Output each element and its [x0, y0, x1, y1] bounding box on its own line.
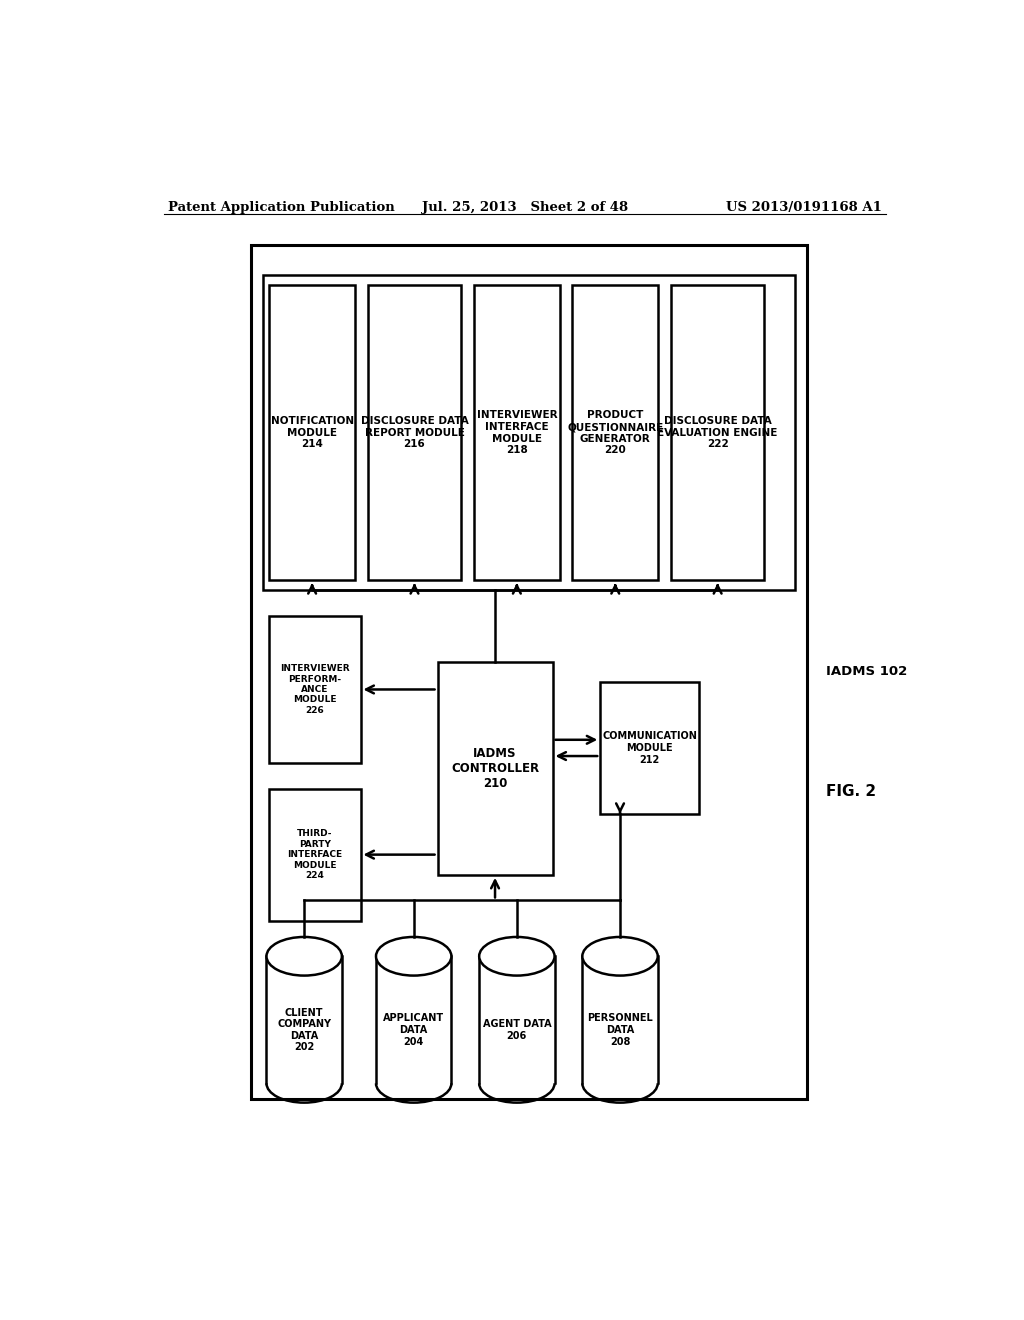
- Text: AGENT DATA
206: AGENT DATA 206: [482, 1019, 551, 1040]
- Text: INTERVIEWER
INTERFACE
MODULE
218: INTERVIEWER INTERFACE MODULE 218: [476, 411, 557, 455]
- Bar: [600, 682, 699, 814]
- Bar: [368, 285, 461, 581]
- Text: PERSONNEL
DATA
208: PERSONNEL DATA 208: [587, 1014, 653, 1047]
- Text: NOTIFICATION
MODULE
214: NOTIFICATION MODULE 214: [270, 416, 353, 449]
- Text: THIRD-
PARTY
INTERFACE
MODULE
224: THIRD- PARTY INTERFACE MODULE 224: [288, 829, 342, 880]
- Bar: [671, 285, 765, 581]
- Text: Patent Application Publication: Patent Application Publication: [168, 201, 394, 214]
- Bar: [269, 285, 355, 581]
- Text: DISCLOSURE DATA
REPORT MODULE
216: DISCLOSURE DATA REPORT MODULE 216: [360, 416, 468, 449]
- Text: COMMUNICATION
MODULE
212: COMMUNICATION MODULE 212: [602, 731, 697, 764]
- Bar: [474, 285, 560, 581]
- Text: Jul. 25, 2013   Sheet 2 of 48: Jul. 25, 2013 Sheet 2 of 48: [422, 201, 628, 214]
- Text: IADMS
CONTROLLER
210: IADMS CONTROLLER 210: [451, 747, 539, 789]
- Text: DISCLOSURE DATA
EVALUATION ENGINE
222: DISCLOSURE DATA EVALUATION ENGINE 222: [657, 416, 778, 449]
- Ellipse shape: [376, 937, 452, 975]
- Bar: [572, 285, 658, 581]
- Ellipse shape: [583, 937, 657, 975]
- Text: IADMS 102: IADMS 102: [826, 665, 907, 678]
- Text: APPLICANT
DATA
204: APPLICANT DATA 204: [383, 1014, 444, 1047]
- Ellipse shape: [266, 937, 342, 975]
- Text: FIG. 2: FIG. 2: [826, 784, 877, 799]
- Bar: [266, 956, 342, 1084]
- Bar: [269, 615, 360, 763]
- Bar: [251, 244, 807, 1098]
- Text: INTERVIEWER
PERFORM-
ANCE
MODULE
226: INTERVIEWER PERFORM- ANCE MODULE 226: [281, 664, 350, 714]
- Bar: [479, 956, 555, 1084]
- Text: PRODUCT
QUESTIONNAIRE
GENERATOR
220: PRODUCT QUESTIONNAIRE GENERATOR 220: [567, 411, 664, 455]
- Ellipse shape: [479, 937, 555, 975]
- Bar: [437, 661, 553, 875]
- Bar: [269, 788, 360, 921]
- Text: US 2013/0191168 A1: US 2013/0191168 A1: [726, 201, 882, 214]
- Bar: [376, 956, 452, 1084]
- Bar: [583, 956, 657, 1084]
- Text: CLIENT
COMPANY
DATA
202: CLIENT COMPANY DATA 202: [278, 1007, 331, 1052]
- Bar: [263, 276, 795, 590]
